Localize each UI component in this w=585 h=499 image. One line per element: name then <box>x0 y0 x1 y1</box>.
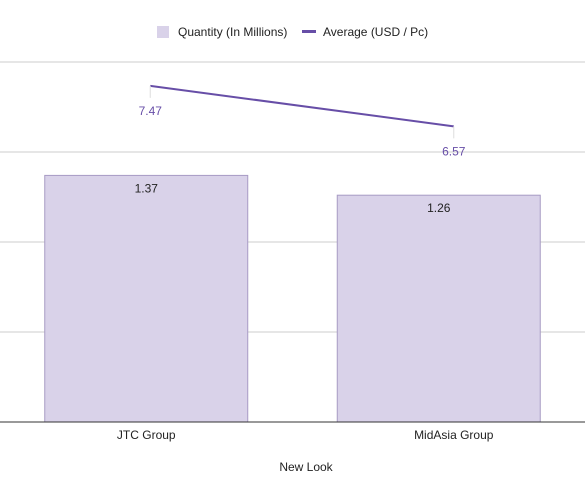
bar-label: 1.26 <box>427 201 451 215</box>
line-data-labels: 7.47 6.57 <box>139 85 466 158</box>
bar-jtc-group[interactable] <box>44 174 249 423</box>
bar-data-labels: 1.37 1.26 <box>135 181 451 215</box>
line-series-average <box>150 84 454 128</box>
line-point-label: 7.47 <box>139 104 163 118</box>
bar-midasia-group[interactable] <box>336 194 541 423</box>
legend-swatch-quantity <box>157 26 169 38</box>
legend-label-average[interactable]: Average (USD / Pc) <box>323 25 428 39</box>
x-tick-label: JTC Group <box>117 428 176 442</box>
legend-swatch-average <box>302 30 316 33</box>
legend-label-quantity[interactable]: Quantity (In Millions) <box>178 25 287 39</box>
x-tick-label: MidAsia Group <box>414 428 494 442</box>
bar-series-quantity <box>44 174 541 423</box>
x-axis-title: New Look <box>279 460 333 474</box>
legend: Quantity (In Millions) Average (USD / Pc… <box>157 25 428 39</box>
bar-label: 1.37 <box>135 181 159 195</box>
line-average[interactable] <box>150 84 454 128</box>
line-point-label: 6.57 <box>442 144 466 158</box>
x-axis-ticks: JTC Group MidAsia Group <box>117 428 494 442</box>
